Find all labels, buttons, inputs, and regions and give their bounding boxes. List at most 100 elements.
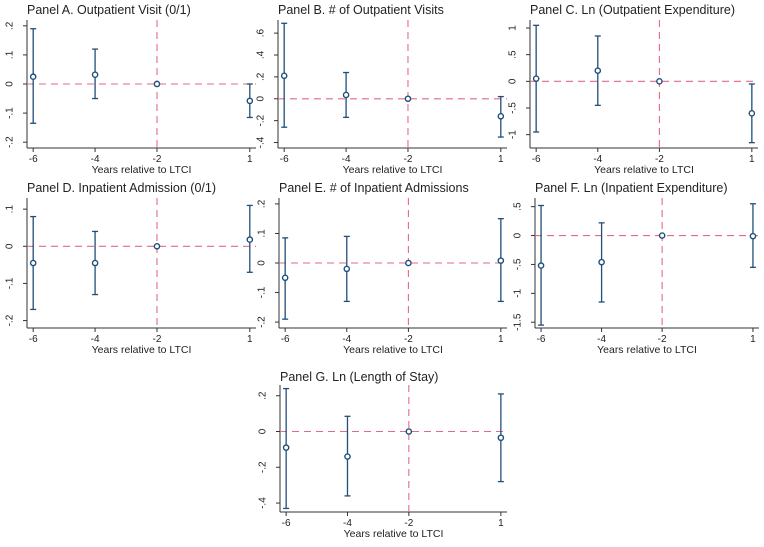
- point-estimate: [405, 259, 412, 267]
- point-estimate: [153, 80, 161, 88]
- x-tick-label: -2: [153, 154, 162, 165]
- y-tick-label: 0: [513, 232, 524, 238]
- panel-title: Panel E. # of Inpatient Admissions: [279, 181, 469, 195]
- y-tick-label: -1.5: [513, 313, 524, 331]
- point-estimate: [537, 262, 545, 269]
- x-tick-label: -2: [404, 518, 413, 529]
- y-tick-label: -.2: [256, 114, 267, 126]
- y-tick-label: -.1: [5, 277, 16, 289]
- panel-e: Panel E. # of Inpatient Admissions .2 .1 0 -…: [257, 181, 507, 356]
- x-tick-label: -4: [91, 154, 100, 165]
- x-tick-label: -6: [532, 154, 541, 165]
- y-tick-label: -.2: [5, 314, 16, 326]
- x-tick-label: -4: [593, 154, 602, 165]
- point-estimate: [91, 71, 99, 78]
- y-tick-label: -.5: [508, 102, 519, 114]
- x-axis-label: Years relative to LTCI: [597, 344, 697, 356]
- y-tick-label: -.4: [258, 497, 269, 509]
- y-tick-label: 0: [256, 96, 267, 102]
- point-estimate: [91, 259, 99, 267]
- point-estimate: [342, 91, 350, 99]
- x-axis-label: Years relative to LTCI: [343, 164, 443, 176]
- point-estimate: [532, 75, 540, 82]
- y-tick-label: 0: [508, 78, 519, 84]
- x-tick-label: 1: [750, 334, 756, 345]
- x-tick-label: -4: [91, 334, 100, 345]
- x-tick-label: -6: [29, 154, 38, 165]
- point-estimate: [29, 73, 37, 81]
- x-tick-label: -2: [153, 334, 162, 345]
- x-tick-label: -2: [658, 334, 667, 345]
- x-tick-label: -6: [282, 518, 291, 529]
- y-tick-label: .1: [5, 50, 16, 59]
- x-tick-label: 1: [498, 518, 504, 529]
- y-tick-label: 0: [258, 428, 269, 434]
- x-tick-label: -6: [281, 334, 290, 345]
- x-tick-label: 1: [247, 334, 253, 345]
- x-tick-label: -6: [29, 334, 38, 345]
- panel-title: Panel D. Inpatient Admission (0/1): [27, 181, 216, 195]
- point-estimate: [282, 444, 290, 451]
- y-tick-label: .6: [256, 29, 267, 38]
- point-estimate: [598, 258, 605, 266]
- y-tick-label: -.1: [5, 107, 16, 119]
- point-estimate: [497, 257, 505, 264]
- x-tick-label: 1: [498, 154, 504, 165]
- x-tick-label: -6: [537, 334, 546, 345]
- y-tick-label: .2: [258, 391, 269, 400]
- panel-a: Panel A. Outpatient Visit (0/1) .2 .1 0 -.1 -…: [5, 3, 256, 176]
- y-tick-label: .2: [5, 21, 16, 30]
- panel-c: Panel C. Ln (Outpatient Expenditure) 1 .5 0…: [508, 3, 758, 176]
- x-tick-label: -4: [342, 154, 351, 165]
- y-tick-label: .5: [513, 202, 524, 211]
- y-tick-label: 0: [257, 260, 268, 266]
- x-tick-label: -4: [597, 334, 606, 345]
- point-estimate: [749, 232, 757, 240]
- x-tick-label: 1: [247, 154, 253, 165]
- y-tick-label: -1: [508, 130, 519, 139]
- x-tick-label: -4: [343, 518, 352, 529]
- point-estimate: [153, 242, 161, 250]
- y-tick-label: .1: [5, 205, 16, 214]
- y-tick-label: .1: [257, 229, 268, 238]
- x-tick-label: -2: [404, 154, 413, 165]
- y-tick-label: -.2: [258, 461, 269, 473]
- y-tick-label: 0: [5, 81, 16, 87]
- y-tick-label: 0: [5, 243, 16, 249]
- point-estimate: [344, 453, 351, 460]
- x-axis-label: Years relative to LTCI: [594, 164, 694, 176]
- point-estimate: [497, 434, 505, 442]
- x-axis-label: Years relative to LTCI: [344, 528, 444, 540]
- panel-b: Panel B. # of Outpatient Visits .6 .4 .2 0 -.…: [256, 3, 507, 176]
- panel-title: Panel A. Outpatient Visit (0/1): [27, 3, 191, 17]
- y-tick-label: 1: [508, 25, 519, 31]
- x-tick-label: 1: [498, 334, 504, 345]
- x-axis-label: Years relative to LTCI: [92, 164, 192, 176]
- point-estimate: [405, 428, 413, 435]
- point-estimate: [404, 95, 412, 103]
- point-estimate: [658, 232, 666, 239]
- x-axis-label: Years relative to LTCI: [92, 344, 192, 356]
- y-tick-label: .5: [508, 50, 519, 59]
- x-axis-label: Years relative to LTCI: [343, 344, 443, 356]
- y-tick-label: -.2: [5, 136, 16, 148]
- panel-title: Panel B. # of Outpatient Visits: [278, 3, 444, 17]
- x-tick-label: -6: [280, 154, 289, 165]
- point-estimate: [246, 97, 254, 105]
- point-estimate: [748, 110, 756, 117]
- y-tick-label: -.4: [256, 136, 267, 148]
- panel-d: Panel D. Inpatient Admission (0/1) .1 0 -.1…: [5, 181, 256, 356]
- x-tick-label: -4: [342, 334, 351, 345]
- panel-title: Panel C. Ln (Outpatient Expenditure): [530, 3, 735, 17]
- y-tick-label: .2: [257, 199, 268, 208]
- panel-g: Panel G. Ln (Length of Stay) .2 0 -.2 -.4 -6 -…: [258, 370, 507, 540]
- y-tick-label: -.2: [257, 316, 268, 328]
- y-tick-label: -.5: [513, 258, 524, 270]
- panel-f: Panel F. Ln (Inpatient Expenditure) .5 0 -.…: [513, 181, 759, 356]
- panel-title: Panel G. Ln (Length of Stay): [280, 370, 438, 384]
- panel-title: Panel F. Ln (Inpatient Expenditure): [535, 181, 727, 195]
- x-tick-label: -2: [655, 154, 664, 165]
- point-estimate: [281, 274, 289, 282]
- point-estimate: [246, 236, 254, 243]
